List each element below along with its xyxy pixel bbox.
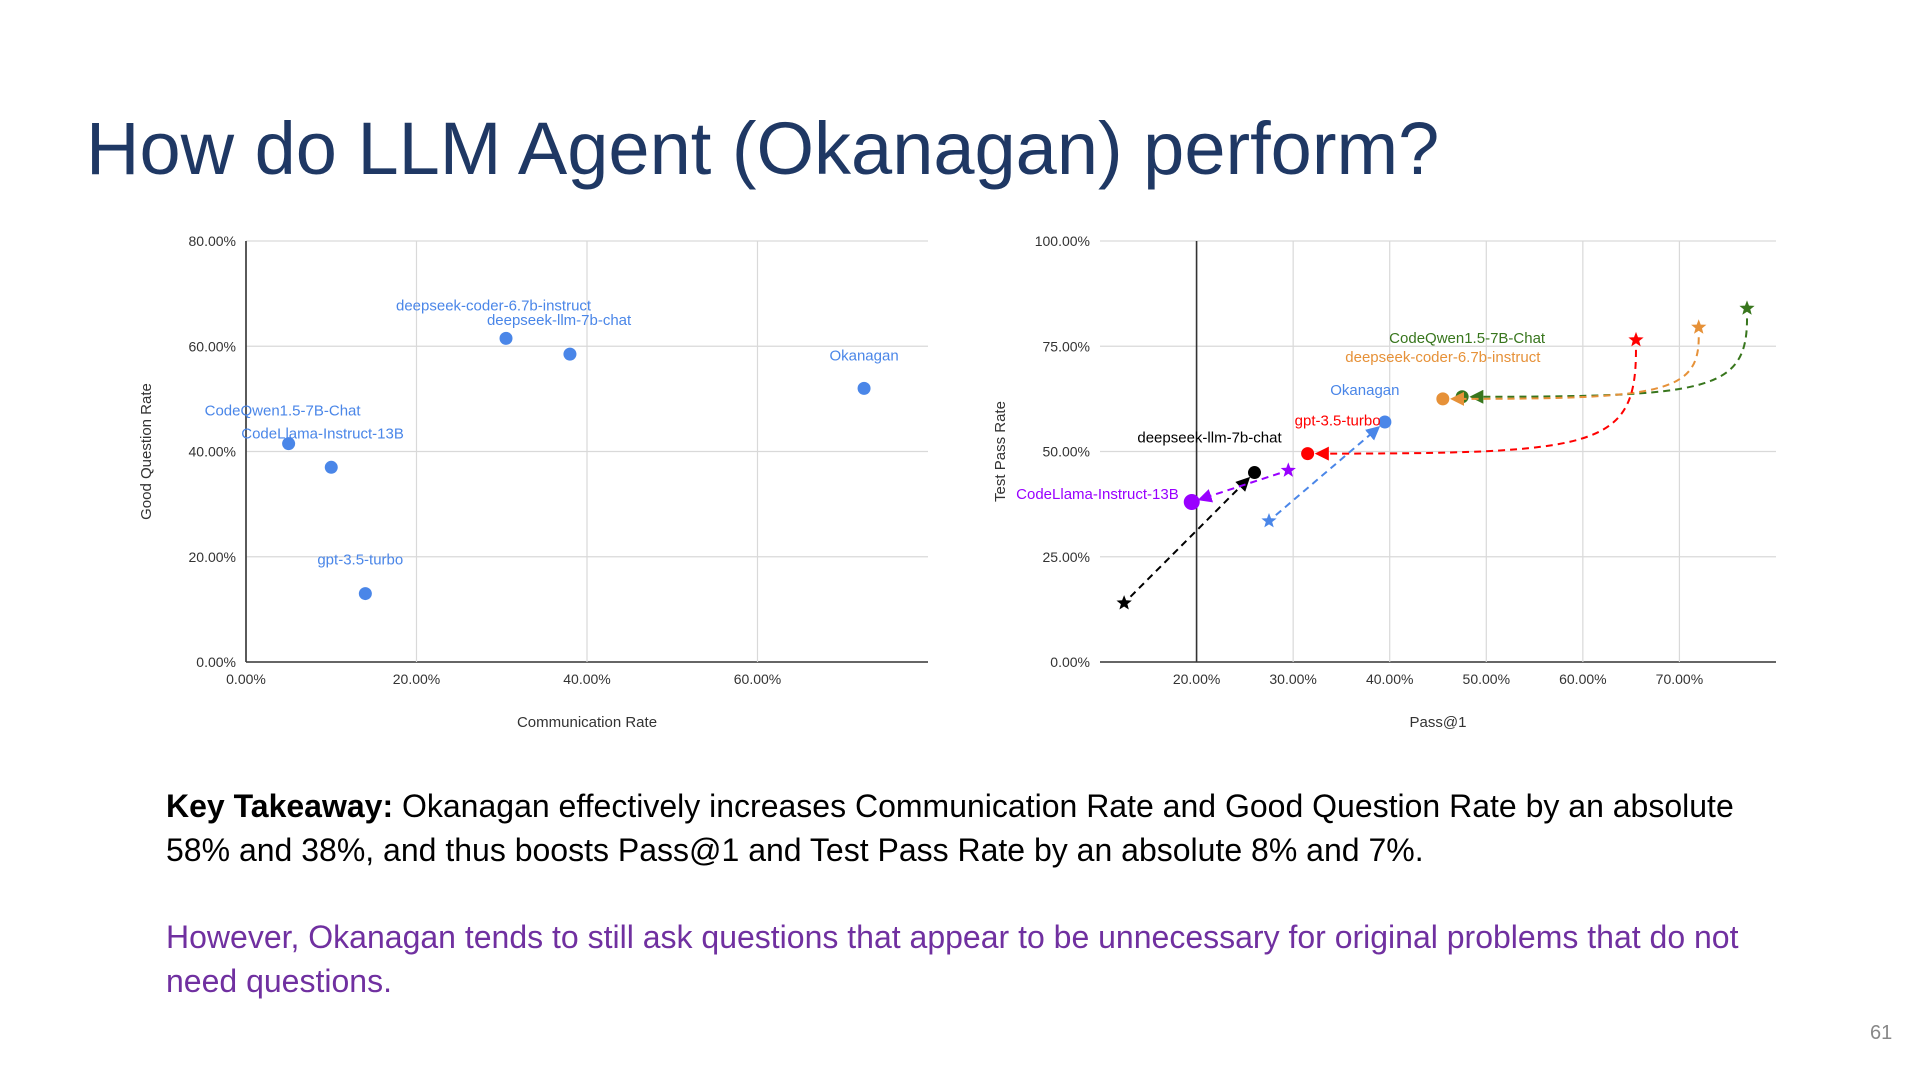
y-tick-label: 80.00% xyxy=(189,233,236,249)
y-tick-label: 75.00% xyxy=(1043,338,1090,354)
y-tick-label: 100.00% xyxy=(1035,233,1090,249)
okanagan-circle-codellama-instruct-13b xyxy=(1183,494,1200,511)
base-model-star-gpt-3-5-turbo xyxy=(1628,331,1644,347)
scatter-point-codeqwen1-5-7b-chat xyxy=(282,437,296,451)
base-model-star-okanagan xyxy=(1261,513,1277,528)
x-tick-label: 20.00% xyxy=(1173,671,1220,687)
scatter-point-okanagan xyxy=(857,381,871,395)
okanagan-circle-deepseek-coder-6-7b-instruct xyxy=(1436,392,1450,406)
base-model-star-deepseek-llm-7b-chat xyxy=(1116,595,1132,610)
point-label: Okanagan xyxy=(829,347,898,364)
base-model-star-codeqwen1-5-7b-chat xyxy=(1739,300,1755,315)
x-axis-title: Pass@1 xyxy=(1410,714,1467,731)
series-label: Okanagan xyxy=(1330,382,1399,399)
key-takeaway-label: Key Takeaway: xyxy=(166,788,394,824)
scatter-point-codellama-instruct-13b xyxy=(324,460,338,474)
x-tick-label: 40.00% xyxy=(1366,671,1413,687)
key-takeaway-text: Okanagan effectively increases Communica… xyxy=(166,788,1734,868)
scatter-chart-communication: 0.00% 20.00% 40.00% 60.00% 80.00% 0.00% 20.00%… xyxy=(138,233,928,731)
scatter-chart-pass: 0.00% 25.00% 50.00% 75.00% 100.00% 20.00% 30.0… xyxy=(992,233,1776,731)
page-number: 61 xyxy=(1870,1022,1893,1044)
key-takeaway: Key Takeaway: Okanagan effectively incre… xyxy=(166,784,1766,872)
x-tick-label: 0.00% xyxy=(226,671,266,687)
caveat-note: However, Okanagan tends to still ask que… xyxy=(166,919,1739,999)
y-tick-label: 0.00% xyxy=(1050,654,1090,670)
trajectory-arrow-codeqwen1-5-7b-chat xyxy=(1469,318,1749,404)
y-tick-label: 0.00% xyxy=(196,654,236,670)
x-tick-label: 20.00% xyxy=(393,671,440,687)
y-tick-label: 60.00% xyxy=(189,338,236,354)
x-tick-label: 70.00% xyxy=(1656,671,1703,687)
okanagan-circle-codeqwen1-5-7b-chat xyxy=(1455,390,1469,404)
trajectory-arrow-deepseek-coder-6-7b-instruct xyxy=(1450,337,1700,406)
x-tick-label: 30.00% xyxy=(1269,671,1316,687)
trajectory-arrow-gpt-3-5-turbo xyxy=(1314,349,1637,461)
okanagan-circle-okanagan xyxy=(1378,415,1392,429)
scatter-point-gpt-3-5-turbo xyxy=(358,587,372,601)
scatter-point-deepseek-coder-6-7b-instruct xyxy=(499,331,513,345)
base-model-star-codellama-instruct-13b xyxy=(1280,462,1296,477)
series-label: gpt-3.5-turbo xyxy=(1295,413,1381,430)
x-tick-label: 40.00% xyxy=(563,671,610,687)
y-tick-label: 25.00% xyxy=(1043,549,1090,565)
okanagan-circle-deepseek-llm-7b-chat xyxy=(1248,466,1262,480)
series-label: deepseek-llm-7b-chat xyxy=(1137,430,1282,447)
scatter-point-deepseek-llm-7b-chat xyxy=(563,347,577,361)
series-label: deepseek-coder-6.7b-instruct xyxy=(1345,349,1541,366)
y-tick-label: 50.00% xyxy=(1043,444,1090,460)
y-axis-title: Good Question Rate xyxy=(138,383,155,520)
okanagan-circle-gpt-3-5-turbo xyxy=(1301,447,1315,461)
point-label: deepseek-coder-6.7b-instruct xyxy=(396,297,592,314)
point-label: gpt-3.5-turbo xyxy=(317,552,403,569)
x-tick-label: 50.00% xyxy=(1463,671,1510,687)
point-label: deepseek-llm-7b-chat xyxy=(487,312,632,329)
slide-title: How do LLM Agent (Okanagan) perform? xyxy=(86,107,1440,190)
x-tick-label: 60.00% xyxy=(734,671,781,687)
y-tick-label: 40.00% xyxy=(189,444,236,460)
point-label: CodeQwen1.5-7B-Chat xyxy=(205,403,362,420)
trajectory-arrow-deepseek-llm-7b-chat xyxy=(1129,476,1251,598)
trajectory-arrow-okanagan xyxy=(1275,426,1381,516)
series-label: CodeQwen1.5-7B-Chat xyxy=(1389,330,1546,347)
trajectory-arrow-codellama-instruct-13b xyxy=(1197,472,1281,503)
x-axis-title: Communication Rate xyxy=(517,714,657,731)
point-label: CodeLlama-Instruct-13B xyxy=(241,425,404,442)
x-tick-label: 60.00% xyxy=(1559,671,1606,687)
base-model-star-deepseek-coder-6-7b-instruct xyxy=(1691,319,1707,334)
y-axis-title: Test Pass Rate xyxy=(992,401,1009,502)
y-tick-label: 20.00% xyxy=(189,549,236,565)
series-label: CodeLlama-Instruct-13B xyxy=(1016,486,1179,503)
